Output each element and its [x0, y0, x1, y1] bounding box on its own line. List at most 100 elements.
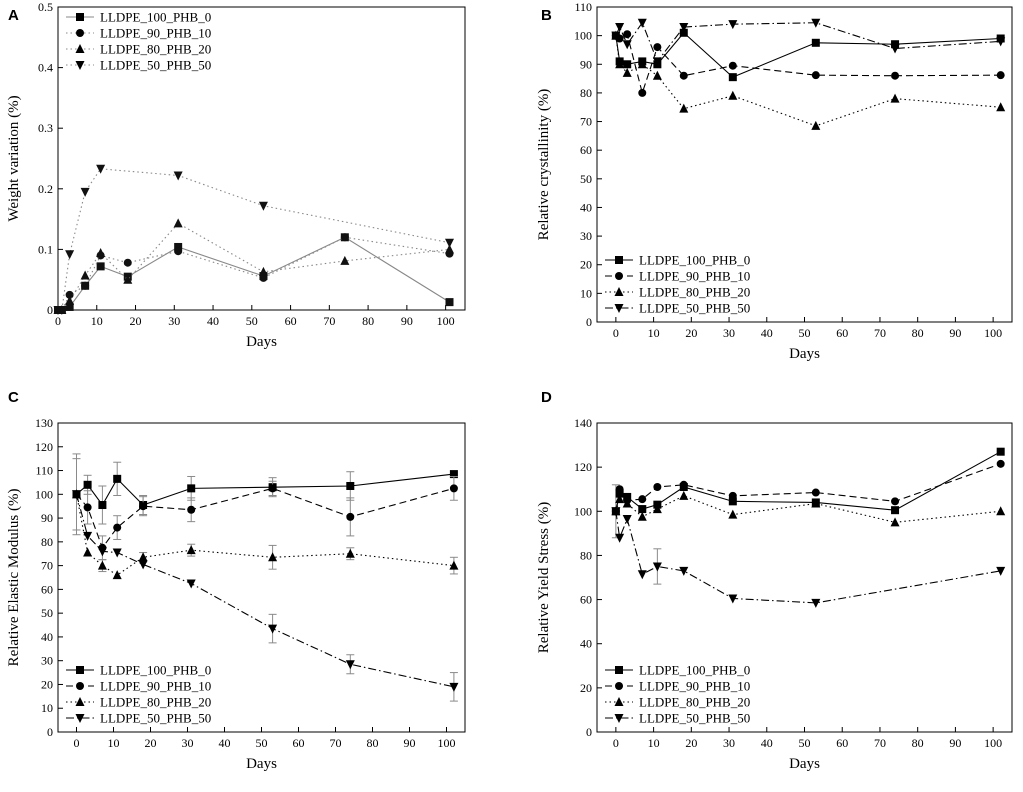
data-point: [622, 40, 632, 50]
data-point: [65, 302, 74, 311]
data-point: [186, 579, 196, 589]
x-tick-label: 90: [401, 314, 413, 328]
y-tick-label: 80: [580, 86, 592, 100]
series-lldpe-50-phb-50: [53, 164, 454, 315]
legend-entry: LLDPE_90_PHB_10: [639, 679, 750, 694]
series-line: [58, 168, 450, 311]
y-tick-label: 60: [41, 582, 53, 596]
x-tick-label: 60: [836, 736, 848, 750]
x-tick-label: 10: [91, 314, 103, 328]
y-axis-label: Relative Yield Stress (%): [536, 502, 552, 654]
data-point: [65, 295, 75, 305]
legend-marker: [615, 666, 623, 674]
data-point: [65, 290, 74, 299]
data-point: [83, 480, 92, 489]
data-point: [345, 660, 355, 670]
data-point: [83, 547, 93, 557]
data-point: [811, 38, 820, 47]
y-tick-label: 40: [41, 630, 53, 644]
x-tick-label: 0: [613, 326, 619, 340]
series-line: [58, 236, 450, 311]
legend: LLDPE_100_PHB_0LLDPE_90_PHB_10LLDPE_80_P…: [605, 253, 750, 316]
series-lldpe-80-phb-20: [611, 30, 1006, 130]
data-point: [340, 255, 350, 265]
x-tick-label: 100: [438, 736, 456, 750]
legend-marker: [614, 697, 624, 706]
y-tick-label: 0: [47, 725, 53, 739]
x-tick-label: 30: [168, 314, 180, 328]
data-point: [811, 18, 821, 28]
data-point: [652, 562, 662, 572]
data-point: [80, 270, 90, 280]
data-point: [637, 18, 647, 28]
x-tick-label: 100: [984, 736, 1002, 750]
series-lldpe-100-phb-0: [54, 233, 454, 314]
x-tick-label: 50: [799, 736, 811, 750]
y-tick-label: 60: [580, 593, 592, 607]
data-point: [679, 28, 688, 37]
data-point: [97, 560, 107, 570]
legend-marker: [615, 682, 623, 690]
y-axis-label: Relative Elastic Modulus (%): [6, 489, 22, 667]
series-line: [75, 494, 455, 688]
data-point: [112, 570, 122, 580]
y-tick-label: 20: [580, 681, 592, 695]
legend-entry: LLDPE_80_PHB_20: [639, 695, 750, 710]
plot-frame: [57, 6, 466, 311]
legend-entry: LLDPE_100_PHB_0: [100, 10, 211, 25]
data-point: [123, 258, 132, 267]
data-point: [623, 30, 632, 39]
x-tick-label: 70: [874, 326, 886, 340]
y-tick-label: 100: [35, 487, 53, 501]
y-axis-label: Relative crystallinity (%): [536, 89, 552, 241]
series-lldpe-80-phb-20: [72, 489, 459, 580]
data-point: [258, 201, 268, 211]
legend: LLDPE_100_PHB_0LLDPE_90_PHB_10LLDPE_80_P…: [66, 10, 211, 73]
data-point: [679, 71, 688, 80]
data-point: [996, 37, 1006, 47]
data-point: [891, 71, 900, 80]
y-tick-label: 30: [580, 229, 592, 243]
data-point: [996, 447, 1005, 456]
y-tick-label: 140: [574, 416, 592, 430]
data-point: [138, 552, 148, 562]
legend: LLDPE_100_PHB_0LLDPE_90_PHB_10LLDPE_80_P…: [605, 663, 750, 726]
x-tick-label: 20: [685, 326, 697, 340]
x-tick-label: 0: [613, 736, 619, 750]
data-point: [345, 548, 355, 558]
y-tick-label: 70: [41, 559, 53, 573]
data-point: [996, 506, 1006, 516]
data-point: [72, 490, 81, 500]
legend-marker: [76, 682, 84, 690]
data-point: [113, 523, 122, 532]
series-lldpe-90-phb-10: [611, 30, 1005, 97]
legend-marker: [75, 714, 85, 723]
y-tick-label: 110: [35, 464, 53, 478]
data-point: [653, 43, 662, 52]
data-point: [996, 71, 1005, 80]
series-lldpe-80-phb-20: [611, 490, 1006, 527]
y-tick-label: 0: [586, 315, 592, 329]
y-tick-label: 120: [35, 440, 53, 454]
data-point: [728, 497, 737, 506]
data-point: [346, 481, 355, 490]
data-point: [173, 171, 183, 181]
data-point: [96, 262, 105, 271]
legend-entry: LLDPE_80_PHB_20: [639, 285, 750, 300]
data-point: [622, 515, 632, 525]
data-point: [652, 57, 662, 67]
y-tick-label: 50: [580, 172, 592, 186]
data-point: [80, 187, 90, 197]
x-tick-label: 50: [799, 326, 811, 340]
x-tick-label: 90: [404, 736, 416, 750]
series-line: [75, 494, 454, 576]
data-point: [615, 533, 625, 543]
x-tick-label: 80: [912, 326, 924, 340]
data-point: [186, 545, 196, 555]
data-point: [679, 490, 689, 500]
data-point: [445, 298, 454, 307]
series-line: [615, 511, 1001, 604]
data-point: [268, 484, 277, 493]
series-line: [76, 473, 454, 507]
data-point: [113, 474, 122, 483]
